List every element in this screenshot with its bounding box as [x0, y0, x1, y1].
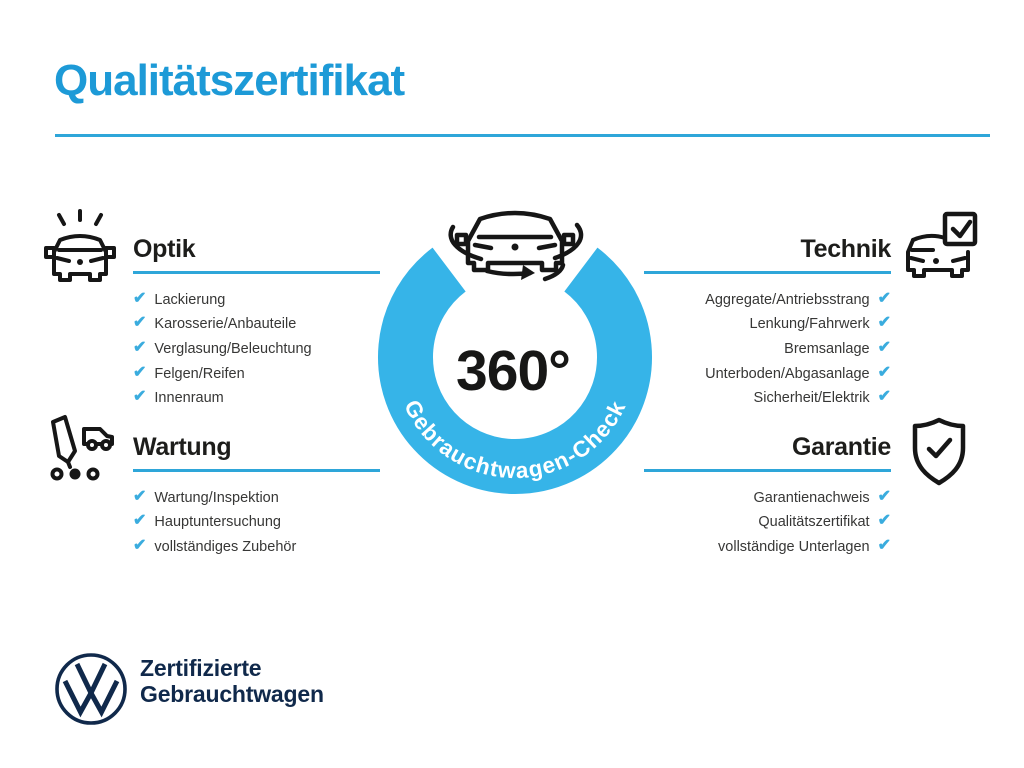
check-icon: ✔ [877, 314, 891, 332]
check-icon: ✔ [133, 363, 147, 381]
list-item-label: Garantienachweis [753, 489, 870, 506]
section-wartung: Wartung ✔ Wartung/Inspektion ✔ Hauptunters… [133, 433, 380, 560]
list-item-label: Bremsanlage [784, 340, 870, 357]
check-icon: ✔ [133, 388, 147, 406]
list-item: ✔ vollständiges Zubehör [133, 535, 380, 560]
shiny-car-icon [44, 208, 116, 288]
list-item-label: Karosserie/Anbauteile [154, 316, 297, 333]
list-item-label: vollständiges Zubehör [154, 538, 297, 555]
check-icon: ✔ [877, 363, 891, 381]
brand-line-1: Zertifizierte [140, 655, 262, 681]
section-wartung-list: ✔ Wartung/Inspektion ✔ Hauptuntersuchung ✔… [133, 486, 380, 560]
list-item: ✔ Innenraum [133, 386, 380, 411]
check-icon: ✔ [877, 487, 891, 505]
rotating-car-icon [448, 210, 584, 282]
list-item-label: Lenkung/Fahrwerk [749, 316, 870, 333]
list-item: Bremsanlage ✔ [644, 337, 891, 362]
section-technik-divider [644, 270, 891, 274]
shield-check-icon [906, 414, 972, 492]
list-item-label: Unterboden/Abgasanlage [705, 365, 870, 382]
list-item: ✔ Karosserie/Anbauteile [133, 312, 380, 337]
list-item: ✔ Lackierung [133, 288, 380, 313]
page-title: Qualitätszertifikat [54, 56, 405, 105]
list-item: ✔ Felgen/Reifen [133, 361, 380, 386]
check-icon: ✔ [877, 338, 891, 356]
section-technik-heading: Technik [800, 235, 891, 263]
check-icon: ✔ [133, 338, 147, 356]
list-item-label: Lackierung [154, 291, 226, 308]
brand-wordmark: Zertifizierte Gebrauchtwagen [140, 655, 324, 708]
section-garantie: Garantie Garantienachweis ✔ Qualitätszert… [644, 433, 891, 560]
section-technik-list: Aggregate/Antriebsstrang ✔ Lenkung/Fahrwe… [644, 288, 891, 411]
list-item: ✔ Hauptuntersuchung [133, 510, 380, 535]
360-check-badge: Gebrauchtwagen-Check 360° [365, 197, 665, 505]
check-icon: ✔ [877, 536, 891, 554]
section-wartung-divider [133, 468, 380, 472]
list-item-label: Verglasung/Beleuchtung [154, 340, 312, 357]
list-item-label: Wartung/Inspektion [154, 489, 279, 506]
section-garantie-heading: Garantie [791, 433, 891, 461]
header-divider [55, 134, 990, 137]
section-optik: Optik ✔ Lackierung ✔ Karosserie/Anbauteile… [133, 235, 380, 411]
list-item: ✔ Verglasung/Beleuchtung [133, 337, 380, 362]
inspection-checklist-icon [42, 410, 120, 488]
check-icon: ✔ [133, 314, 147, 332]
check-icon: ✔ [877, 289, 891, 307]
list-item: Aggregate/Antriebsstrang ✔ [644, 288, 891, 313]
list-item: vollständige Unterlagen ✔ [644, 535, 891, 560]
check-icon: ✔ [877, 512, 891, 530]
list-item: ✔ Wartung/Inspektion [133, 486, 380, 511]
section-garantie-list: Garantienachweis ✔ Qualitätszertifikat ✔ v… [644, 486, 891, 560]
list-item: Lenkung/Fahrwerk ✔ [644, 312, 892, 337]
list-item-label: Hauptuntersuchung [154, 514, 281, 531]
check-icon: ✔ [133, 512, 147, 530]
list-item: Garantienachweis ✔ [644, 486, 891, 511]
list-item-label: vollständige Unterlagen [718, 538, 870, 555]
section-technik: Technik Aggregate/Antriebsstrang ✔ Lenkun… [644, 235, 891, 411]
list-item: Qualitätszertifikat ✔ [644, 510, 891, 535]
list-item-label: Sicherheit/Elektrik [753, 390, 870, 407]
badge-degree-label: 360° [456, 339, 570, 403]
section-wartung-heading: Wartung [133, 433, 232, 461]
check-icon: ✔ [877, 388, 891, 406]
list-item-label: Qualitätszertifikat [758, 514, 870, 531]
section-optik-divider [133, 270, 380, 274]
section-optik-list: ✔ Lackierung ✔ Karosserie/Anbauteile ✔ Verg… [133, 288, 380, 411]
check-icon: ✔ [133, 289, 147, 307]
section-garantie-divider [644, 468, 891, 472]
section-optik-heading: Optik [133, 235, 196, 263]
list-item-label: Felgen/Reifen [154, 365, 245, 382]
badge-ring [378, 247, 652, 494]
check-icon: ✔ [133, 536, 147, 554]
list-item-label: Aggregate/Antriebsstrang [705, 291, 870, 308]
check-icon: ✔ [133, 487, 147, 505]
car-checkbox-icon [903, 208, 981, 286]
vw-logo [52, 650, 130, 728]
list-item: Unterboden/Abgasanlage ✔ [644, 361, 891, 386]
list-item: Sicherheit/Elektrik ✔ [644, 386, 891, 411]
list-item-label: Innenraum [154, 390, 224, 407]
brand-line-2: Gebrauchtwagen [140, 680, 324, 707]
